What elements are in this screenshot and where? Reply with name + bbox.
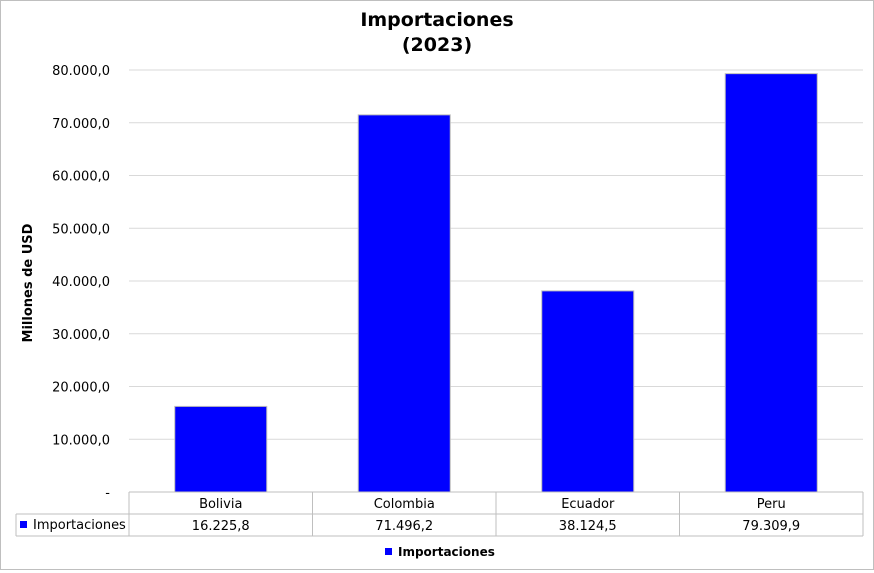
y-tick-label: 30.000,0 <box>52 328 110 343</box>
y-tick-label: 20.000,0 <box>52 381 110 396</box>
x-tick-label: Peru <box>757 497 786 512</box>
data-table: Importaciones Bolivia 16.225,8 Colombia 71.4… <box>15 491 864 537</box>
gridlines <box>129 69 863 440</box>
legend: Importaciones <box>385 545 495 559</box>
data-label: 79.309,9 <box>742 519 800 534</box>
legend-label: Importaciones <box>398 545 495 559</box>
x-tick-label: Bolivia <box>199 497 242 512</box>
chart-title: Importaciones <box>360 9 513 31</box>
bars <box>174 73 818 493</box>
chart-subtitle: (2023) <box>402 34 472 56</box>
y-tick-label: 40.000,0 <box>52 275 110 290</box>
bar-bolivia <box>174 405 268 493</box>
bar-peru <box>724 73 818 493</box>
y-axis-label: Millones de USD <box>21 223 36 342</box>
table-series-name: Importaciones <box>33 518 126 533</box>
y-tick-label: 80.000,0 <box>52 64 110 79</box>
table-legend-key <box>20 521 27 528</box>
y-tick-label: 70.000,0 <box>52 117 110 132</box>
y-tick-label: 50.000,0 <box>52 222 110 237</box>
data-label: 71.496,2 <box>375 519 433 534</box>
bar-ecuador <box>541 290 635 493</box>
data-label: 38.124,5 <box>559 519 617 534</box>
legend-key <box>385 548 392 555</box>
y-tick-label: 60.000,0 <box>52 170 110 185</box>
y-tick-labels: - 10.000,0 20.000,0 30.000,0 40.000,0 50.000,… <box>52 64 110 501</box>
x-tick-label: Colombia <box>374 497 435 512</box>
data-label: 16.225,8 <box>192 519 250 534</box>
y-tick-label: 10.000,0 <box>52 433 110 448</box>
x-tick-label: Ecuador <box>561 497 615 512</box>
bar-colombia <box>357 114 451 493</box>
y-tick-label: - <box>105 486 110 501</box>
